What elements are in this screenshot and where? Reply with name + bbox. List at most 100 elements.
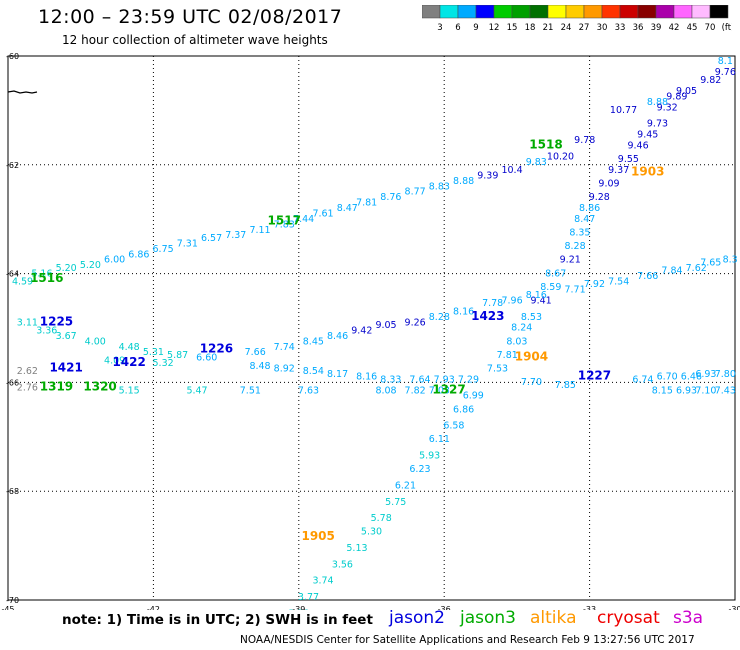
swh-reading: 9.39	[477, 170, 498, 181]
scale-label: 36	[633, 23, 644, 33]
swh-reading: 7.43	[715, 385, 736, 396]
swh-reading: 4.59	[12, 276, 33, 287]
swh-reading: 6.58	[443, 421, 464, 432]
swh-reading: 6.93	[676, 385, 697, 396]
swh-reading: 8.67	[545, 268, 566, 279]
swh-reading: 3.77	[298, 592, 319, 603]
swh-reading: 8.86	[579, 203, 600, 214]
swh-reading: 9.89	[666, 92, 687, 103]
legend-altika: altika	[530, 608, 577, 628]
swh-reading: 8.3	[723, 255, 738, 266]
scale-label: 6	[455, 23, 460, 33]
swh-reading: 7.74	[274, 342, 295, 353]
credit-footer: NOAA/NESDIS Center for Satellite Applica…	[240, 634, 695, 646]
swh-reading: 9.09	[598, 179, 619, 190]
swh-reading: 8.88	[647, 97, 668, 108]
lat-tick-label: -70	[6, 596, 19, 605]
swh-reading: 10.77	[610, 105, 637, 116]
swh-reading: 5.87	[167, 350, 188, 361]
scale-label: 45	[687, 23, 698, 33]
swh-reading: 8.47	[574, 214, 595, 225]
swh-reading: 8.03	[506, 336, 527, 347]
swh-reading: 5.20	[80, 260, 101, 271]
swh-reading: 3.67	[56, 331, 77, 342]
pass-label: 1905	[301, 529, 334, 543]
legend-cryosat: cryosat	[597, 608, 660, 628]
swh-reading: 8.16	[526, 290, 547, 301]
swh-reading: 7.78	[482, 298, 503, 309]
swh-reading: 5.78	[371, 513, 392, 524]
pass-label: 1225	[40, 314, 73, 328]
swh-reading: 10.4	[501, 165, 522, 176]
map-subtitle: 12 hour collection of altimeter wave hei…	[62, 33, 328, 47]
swh-reading: 5.15	[119, 385, 140, 396]
scale-swatch	[709, 5, 729, 19]
scale-label: 30	[597, 23, 608, 33]
swh-reading: 8.59	[540, 282, 561, 293]
swh-reading: 5.75	[385, 497, 406, 508]
swh-reading: 5.20	[56, 263, 77, 274]
scale-label: 15	[507, 23, 518, 33]
lat-tick-label: -64	[6, 270, 19, 279]
swh-reading: 6.75	[153, 244, 174, 255]
swh-reading: 8.15	[652, 385, 673, 396]
swh-reading: 8.83	[429, 181, 450, 192]
swh-reading: 7.11	[249, 225, 270, 236]
swh-reading: 8.35	[569, 228, 590, 239]
pass-label: 1903	[631, 165, 664, 179]
swh-reading: 6.74	[632, 374, 653, 385]
swh-reading: 7.81	[497, 350, 518, 361]
swh-reading: 8.48	[249, 361, 270, 372]
swh-reading: 5.13	[346, 543, 367, 554]
swh-reading: 8.33	[380, 374, 401, 385]
lat-tick-label: -62	[6, 161, 19, 170]
pass-label: 1422	[112, 355, 145, 369]
swh-reading: 9.45	[637, 130, 658, 141]
swh-reading: 9.82	[700, 75, 721, 86]
swh-reading: 9.41	[531, 296, 552, 307]
pass-label: 1516	[30, 271, 63, 285]
scale-label: 12	[489, 23, 500, 33]
swh-reading: 7.62	[686, 263, 707, 274]
swh-reading: 7.65	[700, 257, 721, 268]
swh-reading: 6.60	[196, 353, 217, 364]
swh-reading: 9.76	[715, 67, 736, 78]
swh-reading: 8.28	[564, 241, 585, 252]
swh-reading: 7.54	[608, 276, 629, 287]
swh-reading: 2.62	[17, 366, 38, 377]
swh-reading: 3.74	[312, 576, 333, 587]
swh-reading: 6.93	[695, 369, 716, 380]
lon-tick-label: -30	[728, 605, 740, 610]
swh-reading: 6.86	[453, 404, 474, 415]
swh-reading: 8.28	[429, 312, 450, 323]
swh-reading: 8.17	[327, 369, 348, 380]
lat-tick-label: -66	[6, 378, 19, 387]
swh-reading: 7.71	[564, 285, 585, 296]
swh-reading: 7.84	[661, 266, 682, 277]
swh-reading: 2.76	[17, 383, 38, 394]
scale-label: 9	[473, 23, 478, 33]
swh-reading: 8.54	[303, 366, 324, 377]
pass-label: 1319	[40, 380, 73, 394]
swh-reading: 8.77	[405, 187, 426, 198]
swh-reading: 7.61	[312, 208, 333, 219]
scale-label: (ft)	[722, 23, 732, 33]
swh-reading: 9.21	[560, 255, 581, 266]
swh-reading: 6.11	[429, 434, 450, 445]
swh-reading: 8.88	[453, 176, 474, 187]
swh-reading: 8.45	[303, 336, 324, 347]
lat-tick-label: -60	[6, 52, 19, 61]
scale-label: 42	[669, 23, 680, 33]
swh-reading: 8.47	[337, 203, 358, 214]
swh-reading: 8.46	[327, 331, 348, 342]
swh-reading: 5.31	[143, 347, 164, 358]
swh-reading: 7.83	[274, 219, 295, 230]
swh-reading: 7.85	[555, 380, 576, 391]
coastline	[7, 90, 38, 94]
footnote: note: 1) Time is in UTC; 2) SWH is in fe…	[62, 612, 373, 628]
swh-reading: 7.82	[405, 385, 426, 396]
swh-reading: 5.32	[153, 358, 174, 369]
swh-reading: 9.37	[608, 165, 629, 176]
swh-reading: 5.47	[186, 385, 207, 396]
swh-reading: 8.08	[375, 385, 396, 396]
